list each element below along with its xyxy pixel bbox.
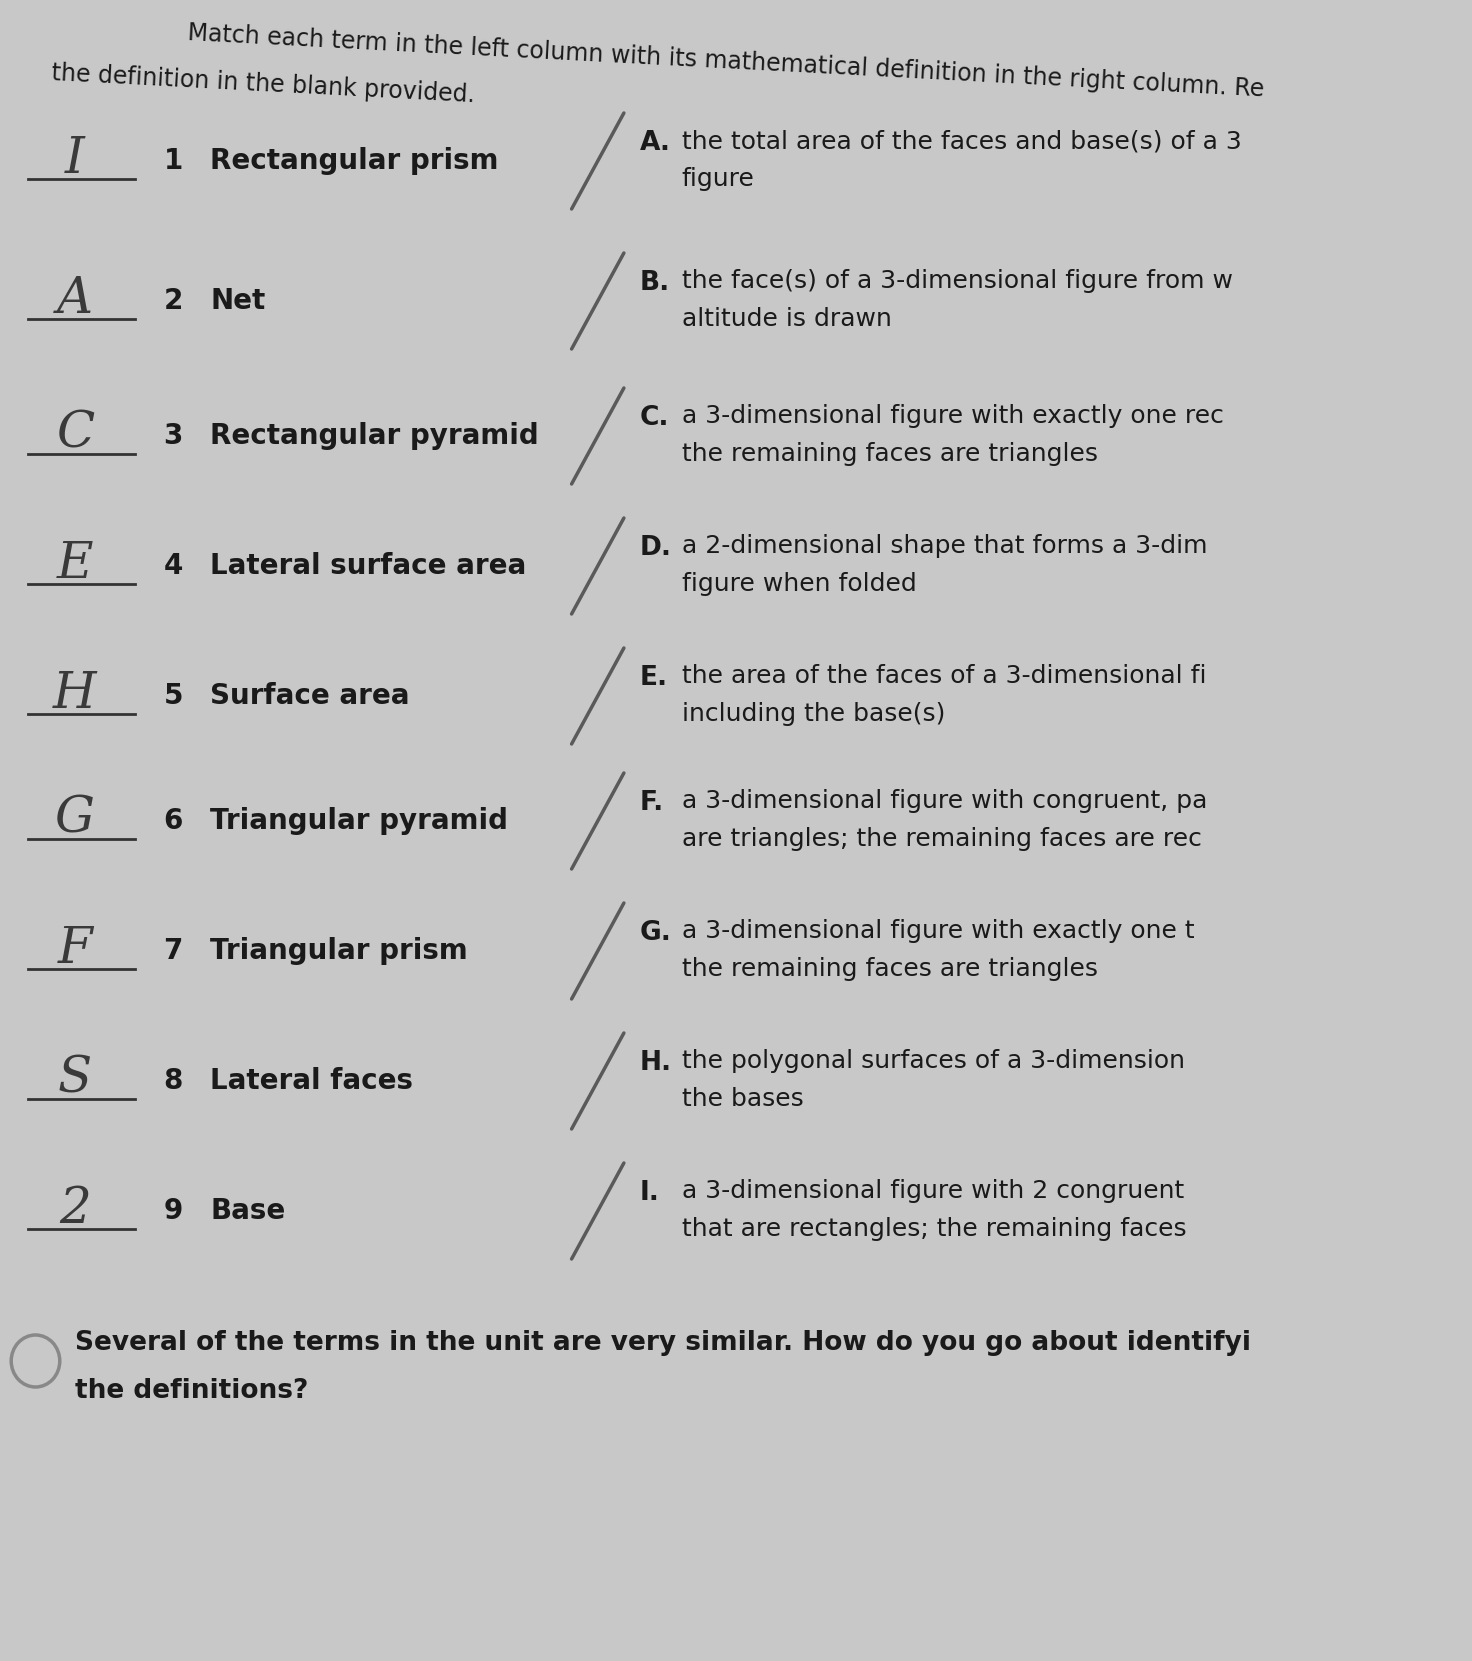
Text: Net: Net xyxy=(210,287,265,316)
Text: the definitions?: the definitions? xyxy=(75,1379,308,1404)
Text: are triangles; the remaining faces are rec: are triangles; the remaining faces are r… xyxy=(682,827,1201,850)
Text: Several of the terms in the unit are very similar. How do you go about identifyi: Several of the terms in the unit are ver… xyxy=(75,1330,1251,1355)
Text: 8: 8 xyxy=(163,1066,183,1095)
Text: Triangular prism: Triangular prism xyxy=(210,937,468,965)
Text: Rectangular pyramid: Rectangular pyramid xyxy=(210,422,539,450)
Text: 7: 7 xyxy=(163,937,183,965)
Text: C: C xyxy=(56,409,94,458)
Text: Lateral surface area: Lateral surface area xyxy=(210,551,527,580)
Text: 2: 2 xyxy=(163,287,183,316)
Text: 9: 9 xyxy=(163,1198,183,1226)
Text: that are rectangles; the remaining faces: that are rectangles; the remaining faces xyxy=(682,1218,1186,1241)
Text: the remaining faces are triangles: the remaining faces are triangles xyxy=(682,442,1098,467)
Text: a 2-dimensional shape that forms a 3-dim: a 2-dimensional shape that forms a 3-dim xyxy=(682,533,1207,558)
Text: A.: A. xyxy=(640,130,671,156)
Text: A: A xyxy=(56,274,93,324)
Text: the remaining faces are triangles: the remaining faces are triangles xyxy=(682,957,1098,982)
Text: altitude is drawn: altitude is drawn xyxy=(682,307,892,331)
Text: E.: E. xyxy=(640,664,668,691)
Text: H.: H. xyxy=(640,1050,671,1076)
Text: S: S xyxy=(57,1055,91,1103)
Text: figure: figure xyxy=(682,168,755,191)
Text: H: H xyxy=(53,669,97,719)
Text: Lateral faces: Lateral faces xyxy=(210,1066,414,1095)
Text: the definition in the blank provided.: the definition in the blank provided. xyxy=(52,61,475,108)
Text: Triangular pyramid: Triangular pyramid xyxy=(210,807,508,835)
Text: 4: 4 xyxy=(163,551,183,580)
Text: F: F xyxy=(57,924,93,973)
Text: 1: 1 xyxy=(163,148,183,174)
Text: the polygonal surfaces of a 3-dimension: the polygonal surfaces of a 3-dimension xyxy=(682,1050,1185,1073)
Text: the bases: the bases xyxy=(682,1086,804,1111)
Text: the area of the faces of a 3-dimensional fi: the area of the faces of a 3-dimensional… xyxy=(682,664,1206,688)
Text: C.: C. xyxy=(640,405,670,430)
Text: G.: G. xyxy=(640,920,671,947)
Text: 5: 5 xyxy=(163,683,183,709)
Text: I: I xyxy=(65,135,84,184)
Text: a 3-dimensional figure with exactly one rec: a 3-dimensional figure with exactly one … xyxy=(682,404,1223,429)
Text: the face(s) of a 3-dimensional figure from w: the face(s) of a 3-dimensional figure fr… xyxy=(682,269,1232,292)
Text: 2: 2 xyxy=(59,1184,91,1234)
Text: E: E xyxy=(56,540,93,588)
Text: B.: B. xyxy=(640,271,670,296)
Text: I.: I. xyxy=(640,1179,659,1206)
Text: 6: 6 xyxy=(163,807,183,835)
Text: D.: D. xyxy=(640,535,671,561)
Text: F.: F. xyxy=(640,791,664,816)
Text: G: G xyxy=(54,794,94,844)
Text: a 3-dimensional figure with exactly one t: a 3-dimensional figure with exactly one … xyxy=(682,919,1194,943)
Text: a 3-dimensional figure with congruent, pa: a 3-dimensional figure with congruent, p… xyxy=(682,789,1207,812)
Text: figure when folded: figure when folded xyxy=(682,571,917,596)
Text: including the base(s): including the base(s) xyxy=(682,703,945,726)
Text: the total area of the faces and base(s) of a 3: the total area of the faces and base(s) … xyxy=(682,130,1241,153)
Text: Base: Base xyxy=(210,1198,286,1226)
Text: a 3-dimensional figure with 2 congruent: a 3-dimensional figure with 2 congruent xyxy=(682,1179,1183,1203)
Text: Surface area: Surface area xyxy=(210,683,409,709)
Text: Match each term in the left column with its mathematical definition in the right: Match each term in the left column with … xyxy=(187,22,1264,101)
Text: Rectangular prism: Rectangular prism xyxy=(210,148,499,174)
Text: 3: 3 xyxy=(163,422,183,450)
